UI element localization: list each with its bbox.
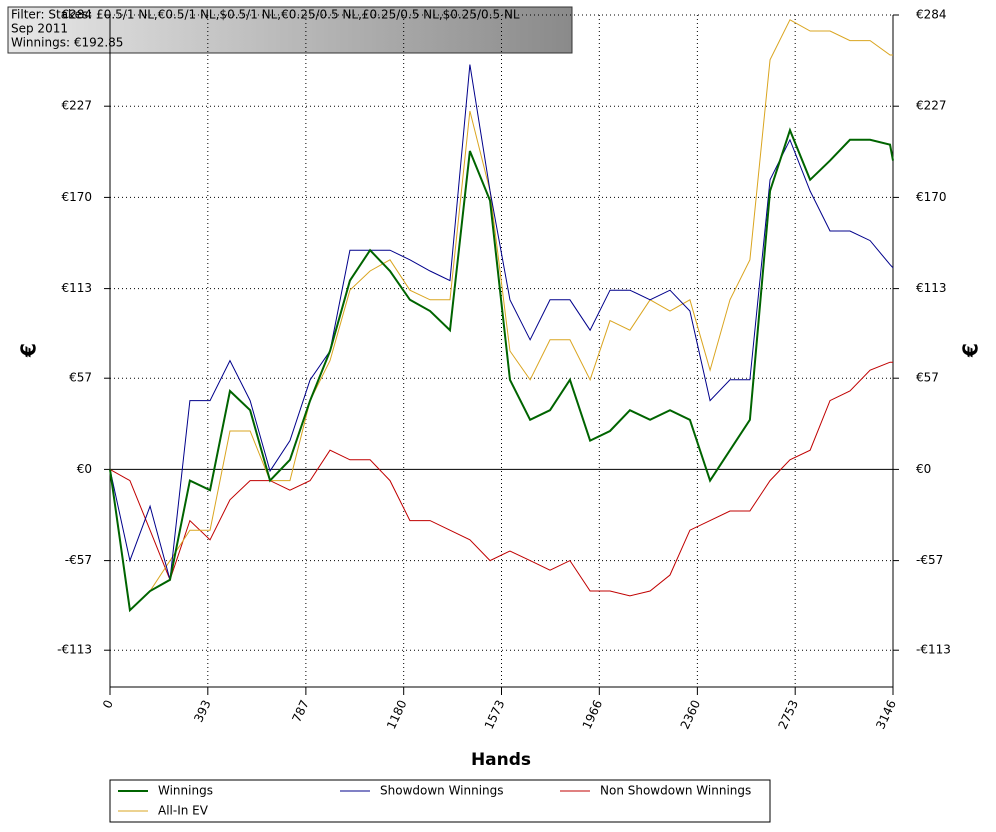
x-tick-label: 0 — [100, 698, 116, 711]
y2-tick-label: €284 — [916, 8, 947, 22]
x-tick-label: 2753 — [775, 698, 801, 732]
y-tick-label: -€57 — [65, 553, 92, 567]
series-line — [109, 127, 894, 613]
series-line — [109, 361, 893, 597]
y2-axis-label: € — [959, 343, 983, 358]
x-tick-label: 1180 — [384, 698, 410, 732]
y-tick-label: €284 — [61, 8, 92, 22]
x-tick-label: 393 — [191, 698, 213, 725]
y2-tick-label: €113 — [916, 281, 947, 295]
y2-tick-label: -€113 — [916, 643, 951, 657]
y-tick-label: €227 — [61, 99, 92, 113]
title-line: Winnings: €192.85 — [11, 36, 123, 50]
title-line: Sep 2011 — [11, 22, 68, 36]
y-axis-label: € — [17, 343, 41, 358]
legend-label: Winnings — [158, 784, 213, 798]
y-tick-label: €113 — [61, 281, 92, 295]
x-tick-label: 787 — [289, 698, 311, 725]
y2-tick-label: €227 — [916, 99, 947, 113]
x-axis-label: Hands — [471, 750, 531, 770]
legend-label: All-In EV — [158, 804, 209, 818]
series-line — [109, 64, 894, 580]
y2-tick-label: -€57 — [916, 553, 943, 567]
y2-tick-label: €0 — [916, 462, 931, 476]
x-tick-label: 3146 — [873, 698, 899, 732]
legend-box — [109, 779, 771, 823]
legend-label: Showdown Winnings — [380, 784, 504, 798]
series-line — [109, 19, 893, 612]
y2-tick-label: €170 — [916, 190, 947, 204]
y2-tick-label: €57 — [916, 371, 939, 385]
x-tick-label: 1573 — [482, 698, 508, 732]
legend-label: Non Showdown Winnings — [600, 784, 751, 798]
x-tick-label: 2360 — [678, 698, 704, 732]
y-tick-label: €0 — [77, 462, 92, 476]
y-tick-label: -€113 — [57, 643, 92, 657]
title-line: Filter: Stakes: £0.5/1 NL,€0.5/1 NL,$0.5… — [11, 8, 520, 22]
x-tick-label: 1966 — [580, 698, 606, 732]
y-tick-label: €57 — [69, 371, 92, 385]
y-tick-label: €170 — [61, 190, 92, 204]
